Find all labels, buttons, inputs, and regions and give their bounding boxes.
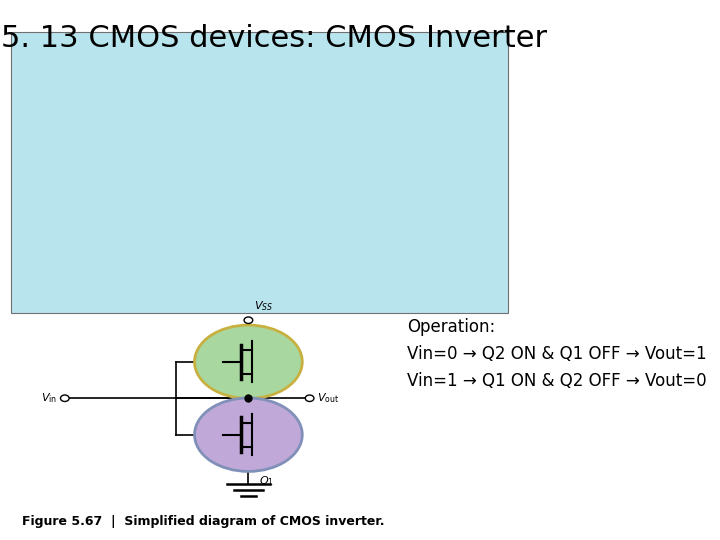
Text: 5. 13 CMOS devices: CMOS Inverter: 5. 13 CMOS devices: CMOS Inverter: [1, 24, 546, 53]
Ellipse shape: [194, 325, 302, 399]
Circle shape: [305, 395, 314, 402]
Text: $V_{SS}$: $V_{SS}$: [254, 299, 274, 313]
Text: $V_{\rm in}$: $V_{\rm in}$: [42, 392, 58, 405]
Text: $Q_1$: $Q_1$: [259, 474, 274, 488]
Text: $V_{\rm out}$: $V_{\rm out}$: [317, 392, 339, 405]
Circle shape: [244, 317, 253, 323]
Circle shape: [60, 395, 69, 402]
Text: Vin=0 → Q2 ON & Q1 OFF → Vout=1: Vin=0 → Q2 ON & Q1 OFF → Vout=1: [407, 345, 706, 363]
Text: $Q_2$: $Q_2$: [259, 401, 274, 415]
Ellipse shape: [194, 398, 302, 471]
Text: Operation:: Operation:: [407, 318, 495, 336]
Bar: [11, 32, 508, 313]
Text: Vin=1 → Q1 ON & Q2 OFF → Vout=0: Vin=1 → Q1 ON & Q2 OFF → Vout=0: [407, 372, 706, 390]
Text: Figure 5.67  |  Simplified diagram of CMOS inverter.: Figure 5.67 | Simplified diagram of CMOS…: [22, 515, 384, 528]
